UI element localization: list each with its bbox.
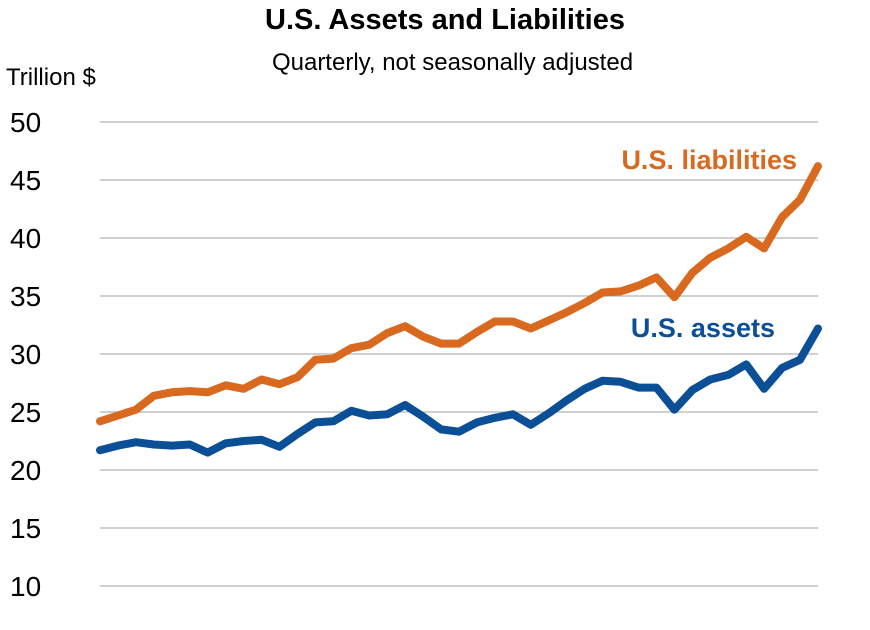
y-tick-label: 20 [10, 455, 41, 486]
gridlines [100, 121, 818, 587]
y-tick-label: 15 [10, 513, 41, 544]
y-tick-label: 25 [10, 397, 41, 428]
y-tick-label: 40 [10, 223, 41, 254]
series-label-assets: U.S. assets [631, 313, 775, 343]
chart-title: U.S. Assets and Liabilities [265, 4, 625, 36]
series-lines [96, 162, 822, 457]
series-label-liabilities: U.S. liabilities [621, 145, 797, 175]
y-tick-labels: 50 45 40 35 30 25 20 15 10 [10, 107, 41, 602]
y-tick-label: 30 [10, 339, 41, 370]
y-tick-label: 10 [10, 571, 41, 602]
series-line-liabilities [96, 162, 822, 426]
chart-subtitle: Quarterly, not seasonally adjusted [271, 49, 634, 76]
y-tick-label: 50 [10, 107, 41, 138]
y-tick-label: 45 [10, 165, 41, 196]
y-axis-label: Trillion $ [6, 64, 96, 91]
y-tick-label: 35 [10, 281, 41, 312]
series-line-assets [96, 324, 822, 457]
